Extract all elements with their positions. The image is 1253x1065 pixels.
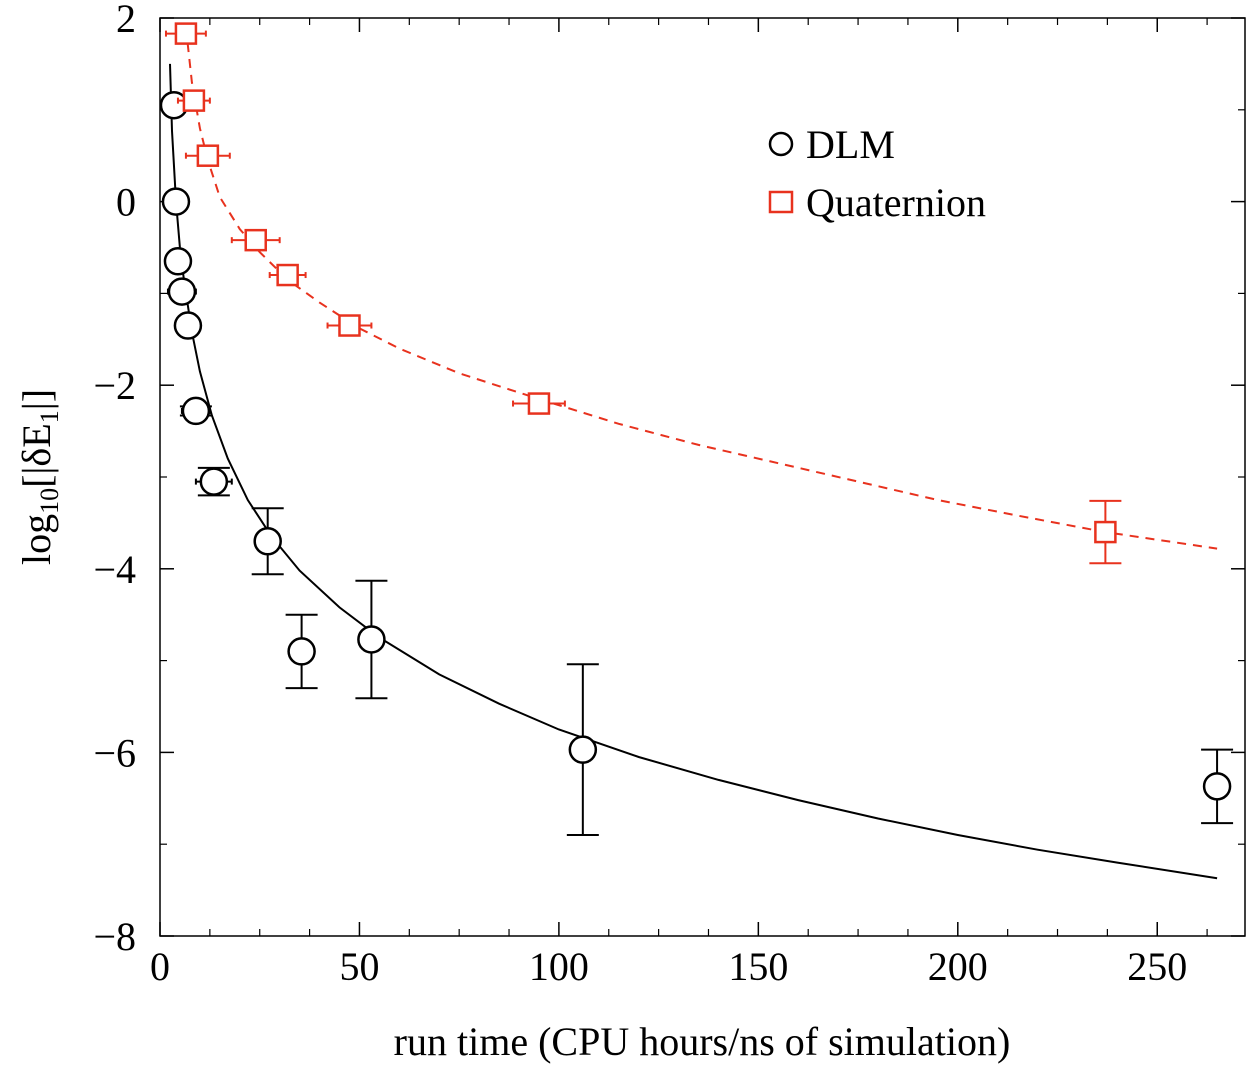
y-tick-label: 0: [116, 180, 136, 225]
x-tick-label: 150: [728, 944, 788, 989]
marker-square: [182, 89, 206, 112]
y-label-sub2: 1: [35, 410, 64, 423]
y-axis-label: log10[|δE1|]: [14, 389, 64, 565]
legend: DLM Quaternion: [768, 122, 986, 225]
data-point-dlm: [251, 507, 284, 576]
y-tick-label: 2: [116, 0, 136, 41]
marker-circle: [568, 735, 598, 764]
y-tick-label: −8: [93, 914, 136, 959]
x-tick-label: 200: [928, 944, 988, 989]
data-point-dlm: [163, 247, 193, 276]
legend-marker-dlm: [768, 131, 794, 157]
marker-circle: [357, 625, 386, 654]
marker-square: [196, 144, 220, 167]
data-point-dlm: [355, 579, 388, 700]
marker-circle: [181, 396, 211, 426]
x-tick-label: 250: [1127, 944, 1187, 989]
data-point-dlm: [1201, 748, 1234, 825]
marker-circle: [253, 527, 282, 556]
y-label-mid: [|δE: [14, 423, 59, 488]
data-points: [159, 22, 1234, 837]
marker-square: [1094, 520, 1117, 544]
data-point-dlm: [166, 277, 197, 306]
legend-marker-quaternion: [768, 190, 794, 214]
data-point-quaternion: [268, 263, 307, 287]
x-axis-label: run time (CPU hours/ns of simulation): [394, 1019, 1011, 1064]
marker-circle: [199, 467, 229, 496]
legend-label-quaternion: Quaternion: [806, 180, 986, 225]
marker-square: [276, 263, 299, 287]
plot-frame: [159, 17, 1246, 937]
data-point-dlm: [173, 311, 203, 340]
x-tick-label: 100: [529, 944, 589, 989]
marker-circle: [167, 277, 197, 306]
y-label-sub: 10: [35, 488, 64, 514]
data-point-quaternion: [1089, 499, 1122, 565]
fit-curves: [169, 27, 1218, 880]
data-point-dlm: [179, 396, 212, 426]
y-label-suffix: |]: [14, 389, 59, 410]
data-point-dlm: [194, 466, 233, 497]
data-point-dlm: [285, 613, 318, 690]
marker-circle: [173, 311, 203, 340]
data-point-dlm: [566, 663, 599, 837]
marker-square: [174, 22, 198, 45]
data-point-quaternion: [176, 89, 211, 112]
fit-curve-dlm: [169, 63, 1218, 880]
marker-square: [527, 392, 551, 415]
marker-square: [244, 228, 267, 252]
y-tick-label: −4: [93, 547, 136, 592]
y-label-prefix: log: [14, 514, 59, 565]
marker-circle: [161, 187, 191, 216]
fit-curve-quaternion: [184, 27, 1218, 550]
data-point-quaternion: [230, 228, 281, 252]
marker-circle: [163, 247, 193, 276]
marker-circle: [1202, 772, 1232, 801]
x-tick-label: 0: [150, 944, 170, 989]
data-point-quaternion: [164, 22, 207, 45]
legend-label-dlm: DLM: [806, 122, 895, 167]
marker-circle: [287, 637, 316, 666]
axis-ticks: 0 50 100 150 200 250 −8 −6 −4 −2 0 2: [93, 0, 1245, 989]
y-tick-label: −6: [93, 730, 136, 775]
data-point-dlm: [161, 187, 191, 216]
x-tick-label: 50: [339, 944, 379, 989]
data-point-quaternion: [326, 314, 373, 337]
data-point-quaternion: [184, 144, 231, 167]
marker-square: [338, 314, 361, 337]
y-tick-label: −2: [93, 363, 136, 408]
data-point-quaternion: [512, 392, 566, 415]
